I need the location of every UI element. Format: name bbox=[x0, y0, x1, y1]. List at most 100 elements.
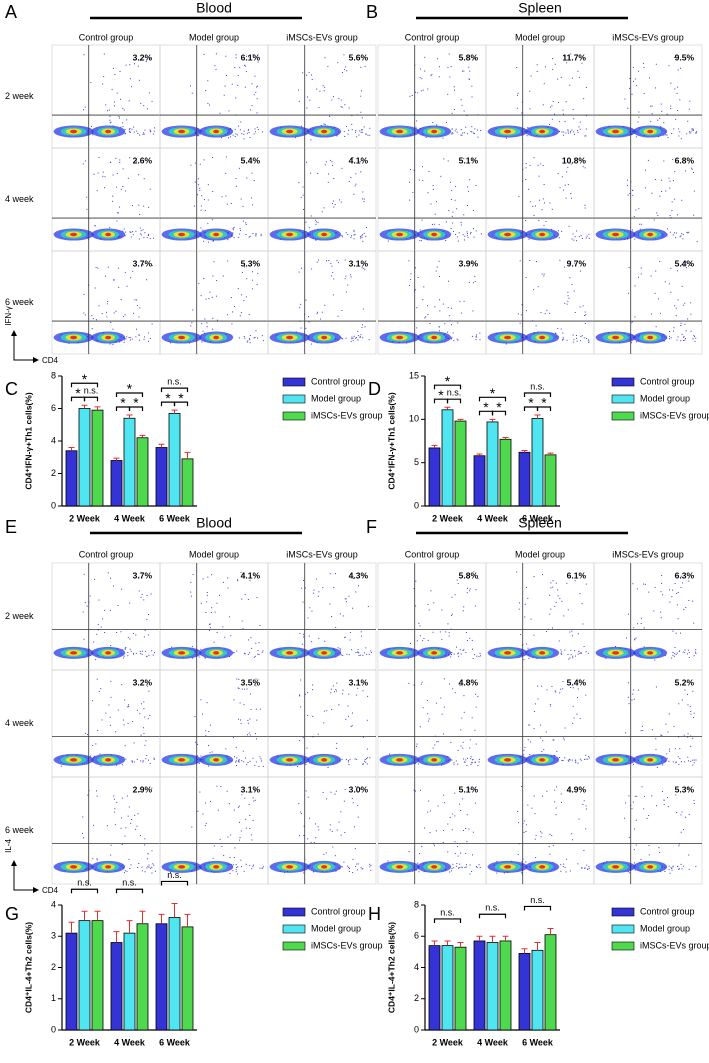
event-dot bbox=[565, 132, 567, 134]
event-dot bbox=[673, 655, 675, 657]
event-dot bbox=[321, 311, 323, 313]
event-dot bbox=[651, 105, 653, 107]
event-dot bbox=[687, 733, 689, 735]
event-dot bbox=[149, 337, 151, 339]
event-dot bbox=[107, 572, 109, 574]
event-dot bbox=[472, 759, 474, 761]
event-dot bbox=[254, 131, 256, 133]
event-dot bbox=[197, 178, 199, 180]
event-dot bbox=[475, 788, 477, 790]
event-dot bbox=[106, 316, 108, 318]
event-dot bbox=[456, 131, 458, 133]
event-dot bbox=[427, 88, 429, 90]
error-bar bbox=[113, 931, 120, 943]
event-dot bbox=[572, 341, 574, 343]
event-dot bbox=[120, 827, 122, 829]
event-dot bbox=[135, 336, 137, 338]
percent-label: 3.2% bbox=[133, 52, 153, 62]
event-dot bbox=[137, 65, 139, 67]
event-dot bbox=[670, 82, 672, 84]
error-bar bbox=[126, 414, 133, 419]
event-dot bbox=[670, 105, 672, 107]
event-dot bbox=[348, 654, 350, 656]
x-axis-label: CD4 bbox=[42, 886, 59, 895]
event-dot bbox=[448, 53, 450, 55]
event-dot bbox=[113, 101, 115, 103]
event-dot bbox=[361, 129, 363, 131]
event-dot bbox=[692, 764, 694, 766]
event-dot bbox=[434, 744, 436, 746]
event-dot bbox=[262, 765, 264, 767]
event-dot bbox=[323, 722, 325, 724]
event-dot bbox=[552, 586, 554, 588]
event-dot bbox=[585, 583, 587, 585]
event-dot bbox=[506, 137, 508, 139]
event-dot bbox=[201, 341, 203, 343]
sig-label: n.s. bbox=[122, 878, 137, 888]
event-dot bbox=[661, 110, 663, 112]
event-dot bbox=[357, 585, 359, 587]
event-dot bbox=[345, 275, 347, 277]
error-bar bbox=[489, 418, 496, 422]
event-dot bbox=[527, 647, 529, 649]
density bbox=[539, 129, 546, 134]
event-dot bbox=[236, 866, 238, 868]
density bbox=[504, 758, 512, 762]
event-dot bbox=[301, 267, 303, 269]
event-dot bbox=[674, 748, 676, 750]
event-dot bbox=[96, 858, 98, 860]
event-dot bbox=[423, 638, 425, 640]
event-dot bbox=[523, 749, 525, 751]
event-dot bbox=[298, 100, 300, 102]
event-dot bbox=[687, 232, 689, 234]
event-dot bbox=[519, 322, 521, 324]
event-dot bbox=[556, 786, 558, 788]
event-dot bbox=[340, 834, 342, 836]
event-dot bbox=[252, 820, 254, 822]
event-dot bbox=[244, 797, 246, 799]
event-dot bbox=[558, 230, 560, 232]
event-dot bbox=[225, 748, 227, 750]
event-dot bbox=[563, 739, 565, 741]
event-dot bbox=[241, 688, 243, 690]
event-dot bbox=[425, 136, 427, 138]
event-dot bbox=[255, 235, 257, 237]
event-dot bbox=[136, 709, 138, 711]
event-dot bbox=[573, 133, 575, 135]
event-dot bbox=[573, 131, 575, 133]
event-dot bbox=[666, 797, 668, 799]
sig-label: * bbox=[490, 385, 496, 401]
event-dot bbox=[525, 830, 527, 832]
event-dot bbox=[407, 657, 409, 659]
event-dot bbox=[220, 786, 222, 788]
event-dot bbox=[236, 764, 238, 766]
event-dot bbox=[350, 726, 352, 728]
event-dot bbox=[301, 643, 303, 645]
event-dot bbox=[450, 198, 452, 200]
event-dot bbox=[544, 66, 546, 68]
event-dot bbox=[695, 865, 697, 867]
event-dot bbox=[94, 578, 96, 580]
event-dot bbox=[479, 652, 481, 654]
event-dot bbox=[142, 760, 144, 762]
event-dot bbox=[113, 312, 115, 314]
event-dot bbox=[582, 623, 584, 625]
event-dot bbox=[370, 869, 372, 871]
event-dot bbox=[693, 622, 695, 624]
event-dot bbox=[248, 132, 250, 134]
event-dot bbox=[416, 743, 418, 745]
event-dot bbox=[355, 866, 357, 868]
event-dot bbox=[212, 328, 214, 330]
event-dot bbox=[257, 653, 259, 655]
event-dot bbox=[238, 167, 240, 169]
event-dot bbox=[555, 601, 557, 603]
event-dot bbox=[204, 802, 206, 804]
event-dot bbox=[241, 312, 243, 314]
event-dot bbox=[310, 139, 312, 141]
event-dot bbox=[249, 814, 251, 816]
event-dot bbox=[246, 341, 248, 343]
event-dot bbox=[628, 266, 630, 268]
event-dot bbox=[474, 802, 476, 804]
event-dot bbox=[243, 130, 245, 132]
event-dot bbox=[523, 659, 525, 661]
